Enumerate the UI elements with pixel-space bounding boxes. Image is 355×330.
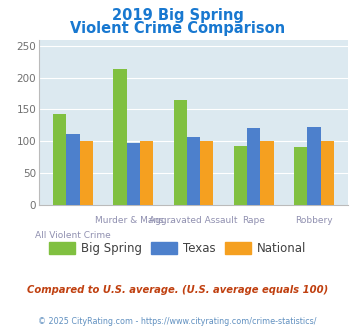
Legend: Big Spring, Texas, National: Big Spring, Texas, National [44, 237, 311, 260]
Bar [140, 141, 153, 205]
Bar [307, 127, 321, 205]
Text: Rape: Rape [242, 216, 265, 225]
Bar [127, 143, 140, 205]
Text: Murder & Mans...: Murder & Mans... [94, 216, 172, 225]
Bar [113, 69, 127, 205]
Bar [53, 115, 66, 205]
Text: © 2025 CityRating.com - https://www.cityrating.com/crime-statistics/: © 2025 CityRating.com - https://www.city… [38, 317, 317, 326]
Bar [174, 100, 187, 205]
Bar [234, 146, 247, 205]
Text: All Violent Crime: All Violent Crime [35, 231, 111, 240]
Bar [294, 147, 307, 205]
Bar [66, 134, 80, 205]
Text: Violent Crime Comparison: Violent Crime Comparison [70, 21, 285, 36]
Bar [247, 128, 260, 205]
Text: Compared to U.S. average. (U.S. average equals 100): Compared to U.S. average. (U.S. average … [27, 285, 328, 295]
Bar [260, 141, 274, 205]
Bar [80, 141, 93, 205]
Bar [321, 141, 334, 205]
Text: Aggravated Assault: Aggravated Assault [149, 216, 238, 225]
Bar [200, 141, 213, 205]
Text: Robbery: Robbery [295, 216, 333, 225]
Bar [187, 137, 200, 205]
Text: 2019 Big Spring: 2019 Big Spring [111, 8, 244, 23]
